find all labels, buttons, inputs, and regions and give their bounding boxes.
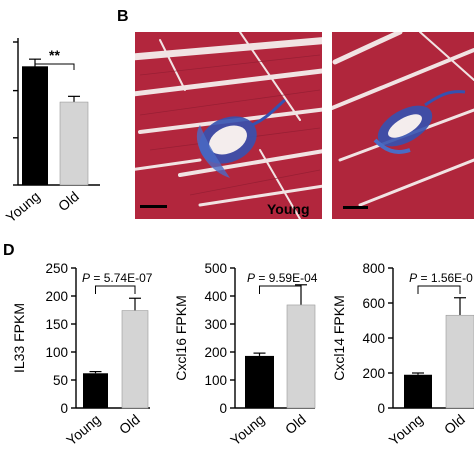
significance-bracket <box>34 63 75 70</box>
pvalue-bracket <box>417 285 461 294</box>
significance-label: ** <box>49 47 60 63</box>
y-tick-label-2: 400 <box>362 331 385 346</box>
category-label-old: Old <box>55 188 82 214</box>
y-tick-label-5: 250 <box>45 261 68 276</box>
fiber-striations <box>139 54 321 196</box>
bar-young <box>245 355 274 408</box>
panel-d-label: D <box>3 242 15 259</box>
bar-old <box>445 314 474 409</box>
y-tick-label-3: 150 <box>45 317 68 332</box>
y-tick-label-1: 200 <box>362 366 385 381</box>
y-tick-label-1: 100 <box>204 373 227 388</box>
cxcl14-chart: 0 200 400 600 800 Cxcl14 FPKM Young Old P = 1.56… <box>331 261 474 448</box>
y-tick-label-3: 600 <box>362 296 385 311</box>
pvalue-label: P = 5.74E-07 <box>82 271 153 285</box>
bar-young <box>22 66 48 185</box>
panel-a-chart: Young Old ** <box>3 38 100 225</box>
y-tick-label-4: 200 <box>45 289 68 304</box>
y-axis-title: Cxcl16 FPKM <box>173 295 189 381</box>
y-tick-label-4: 800 <box>362 261 385 276</box>
y-tick-label-1: 50 <box>53 373 68 388</box>
fibrosis-stain <box>196 98 286 178</box>
pvalue-bracket <box>259 285 302 294</box>
y-tick-label-5: 500 <box>204 261 227 276</box>
pvalue-text: = 5.74E-07 <box>90 271 153 285</box>
bar-old <box>286 304 316 409</box>
panel-b-label: B <box>117 8 129 25</box>
il33-chart: 0 50 100 150 200 250 IL33 FPKM Young Old P = 5.74… <box>11 261 153 448</box>
fibrosis-stain <box>373 90 466 154</box>
pvalue-symbol: P <box>82 271 90 285</box>
category-label-young: Young <box>386 411 426 448</box>
image-label-young: Young <box>267 201 310 217</box>
bar-young <box>404 374 432 408</box>
category-label-old: Old <box>116 411 143 437</box>
y-axis-title: Cxcl14 FPKM <box>331 295 347 381</box>
y-axis-title: IL33 FPKM <box>11 303 27 373</box>
y-tick-label-2: 100 <box>45 345 68 360</box>
histology-image-young: Young <box>135 32 322 219</box>
category-label-young: Young <box>63 411 103 448</box>
bar-old <box>59 101 89 186</box>
pvalue-text: = 9.59E-04 <box>255 271 318 285</box>
category-label-old: Old <box>282 411 309 437</box>
y-tick-label-3: 300 <box>204 317 227 332</box>
bar-old <box>121 310 149 409</box>
scale-bar <box>343 206 368 209</box>
y-tick-label-4: 400 <box>204 289 227 304</box>
pvalue-text: = 1.56E-0 <box>417 271 473 285</box>
y-tick-label-2: 200 <box>204 345 227 360</box>
y-tick-label-0: 0 <box>377 401 385 416</box>
pvalue-label: P = 9.59E-04 <box>247 271 318 285</box>
category-label-young: Young <box>3 188 43 225</box>
cxcl16-chart: 0 100 200 300 400 500 Cxcl16 FPKM Young Old P = 9… <box>173 261 318 448</box>
category-label-young: Young <box>227 411 267 448</box>
pvalue-symbol: P <box>409 271 417 285</box>
y-tick-label-0: 0 <box>219 401 227 416</box>
pvalue-label: P = 1.56E-0 <box>409 271 473 285</box>
y-tick-label-0: 0 <box>60 401 68 416</box>
bar-young <box>83 373 108 408</box>
pvalue-symbol: P <box>247 271 255 285</box>
category-label-old: Old <box>441 411 468 437</box>
histology-image-old <box>332 32 474 219</box>
scale-bar <box>140 205 167 208</box>
pvalue-bracket <box>95 285 136 294</box>
